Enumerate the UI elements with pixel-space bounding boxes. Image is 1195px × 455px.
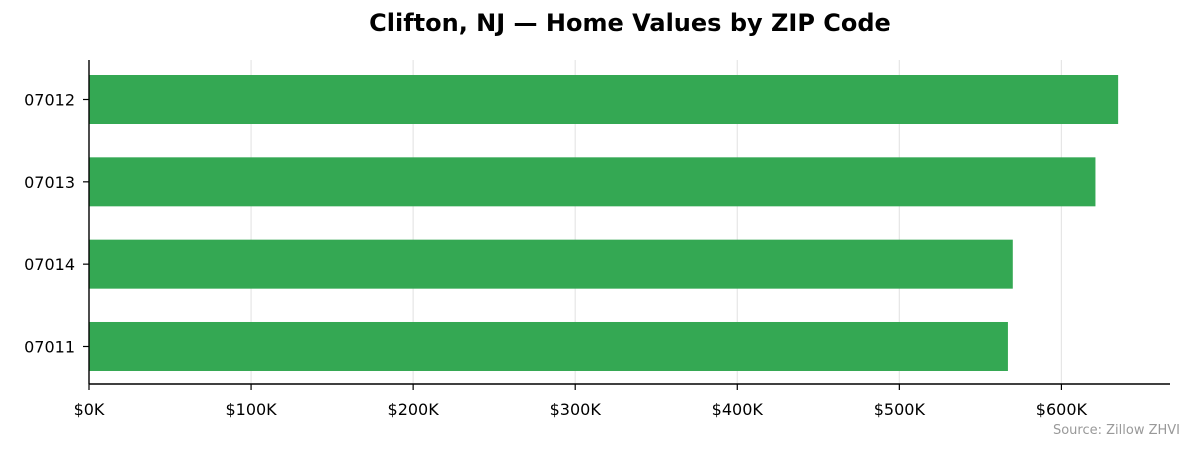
x-tick-label: $400K <box>712 400 764 419</box>
bar <box>89 239 1013 289</box>
chart-title: Clifton, NJ — Home Values by ZIP Code <box>369 9 891 37</box>
bar <box>89 157 1096 207</box>
y-tick-label: 07012 <box>24 91 75 110</box>
y-tick-label: 07014 <box>24 255 75 274</box>
tick-labels: $0K $100K $200K $300K $400K $500K $600K 07012 07… <box>24 91 1087 420</box>
y-tick-label: 07011 <box>24 337 75 356</box>
bars <box>89 75 1119 371</box>
x-tick-label: $600K <box>1036 400 1088 419</box>
x-tick-label: $300K <box>550 400 602 419</box>
bar <box>89 321 1008 371</box>
axes <box>83 60 1170 390</box>
x-tick-label: $100K <box>225 400 277 419</box>
bar <box>89 75 1119 124</box>
x-tick-label: $200K <box>388 400 440 419</box>
x-tick-label: $500K <box>874 400 926 419</box>
source-note: Source: Zillow ZHVI <box>1052 423 1180 438</box>
y-tick-label: 07013 <box>24 173 75 192</box>
x-tick-label: $0K <box>74 400 105 419</box>
